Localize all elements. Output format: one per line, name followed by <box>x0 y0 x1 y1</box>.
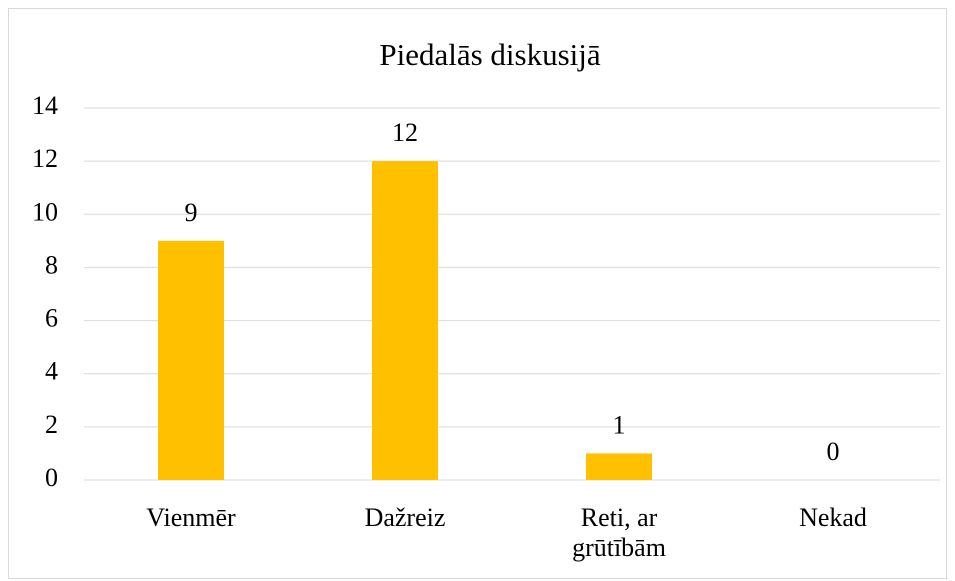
x-tick-label: Vienmēr <box>146 503 236 532</box>
data-label: 0 <box>827 437 840 466</box>
bar <box>586 453 652 480</box>
y-tick-label: 6 <box>45 304 58 333</box>
y-tick-label: 14 <box>32 91 58 120</box>
y-tick-label: 8 <box>45 250 58 279</box>
x-tick-label: Dažreiz <box>364 503 446 532</box>
y-tick-label: 12 <box>32 144 58 173</box>
data-label: 1 <box>613 410 626 439</box>
y-tick-label: 2 <box>45 410 58 439</box>
y-tick-label: 10 <box>32 197 58 226</box>
chart-border <box>8 8 947 579</box>
y-tick-label: 4 <box>45 357 58 386</box>
bar <box>372 161 438 480</box>
chart-title: Piedalās diskusijā <box>379 37 601 72</box>
y-tick-label: 0 <box>45 463 58 492</box>
data-label: 9 <box>185 198 198 227</box>
bar <box>158 240 224 480</box>
x-tick-label: Reti, ar grūtībām <box>572 503 666 562</box>
x-tick-label: Nekad <box>799 503 867 532</box>
data-label: 12 <box>392 118 418 147</box>
